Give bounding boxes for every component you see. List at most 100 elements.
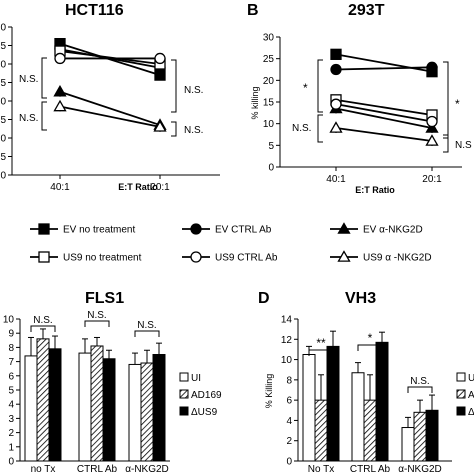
series-line-4: [335, 103, 433, 123]
bar: [314, 399, 328, 462]
bracket: [171, 59, 177, 113]
series-line-0: [59, 42, 161, 76]
data-point: [153, 120, 167, 132]
annotation: N.S.: [19, 113, 38, 124]
panel-d-vh3: D VH3 % Killing 0 2 4 6 8 10 12 14 No Tx CTRL Ab…: [258, 290, 474, 474]
annotation: N.S.: [33, 315, 52, 326]
y-tick-label: 10: [281, 355, 293, 366]
data-point: [330, 98, 342, 110]
legend-swatch: [456, 372, 466, 382]
x-tick-label: no Tx: [31, 464, 56, 474]
legend-label: EV α-NKG2D: [363, 225, 423, 236]
y-tick-label: 6: [8, 371, 14, 382]
data-point: [154, 52, 166, 65]
y-tick-label: 0: [268, 163, 274, 174]
data-point: [330, 48, 342, 60]
legend-label: US9 no treatment: [63, 253, 142, 264]
bar: [401, 427, 415, 462]
annotation: N.S.: [87, 310, 106, 321]
panel-b-xlabel: E:T Ratio: [355, 185, 395, 195]
panel-a-hct116: HCT116 0 5 0 5 0 5 0 5 0 40:1 20:1 N.S. N.S. N.S. N.…: [0, 2, 220, 193]
y-tick-label: 8: [8, 343, 14, 354]
y-tick-label: 0: [0, 60, 6, 71]
series-line-3: [59, 50, 161, 65]
y-tick-label: 5: [0, 115, 6, 126]
x-tick-label: 20:1: [150, 182, 170, 193]
panel-b-ylabel: % killing: [250, 86, 260, 119]
x-tick-label: 40:1: [50, 182, 70, 193]
panel-d-ylabel: % Killing: [264, 374, 274, 409]
data-point: [425, 121, 439, 133]
y-tick-label: 20: [263, 76, 275, 87]
annotation: *: [368, 331, 373, 345]
annotation: N.S.: [292, 123, 311, 134]
bracket: [41, 101, 47, 131]
annotation: *: [303, 81, 308, 95]
significance-bracket: [357, 344, 383, 351]
x-tick-label: CTRL Ab: [350, 464, 391, 474]
y-tick-label: 7: [8, 357, 14, 368]
annotation: N.S.: [184, 85, 203, 96]
legend-swatch: [179, 372, 189, 382]
panel-c-title: FLS1: [85, 290, 124, 307]
y-tick-label: 0: [286, 457, 292, 468]
series-line-3: [335, 98, 433, 116]
y-tick-label: 0: [0, 97, 6, 108]
series-line-2: [59, 90, 161, 126]
bar: [326, 345, 340, 462]
panel-c-fls1: FLS1 0 1 2 3 4 5 6 7 8 9 10 no Tx CTRL Ab α-NKG2D N.…: [3, 290, 222, 474]
series-line-2: [335, 107, 433, 129]
legend: EV no treatment EV CTRL Ab EV α-NKG2D US9 n…: [30, 222, 432, 264]
y-tick-label: 2: [8, 428, 14, 439]
bar: [140, 362, 154, 462]
data-point: [425, 134, 439, 146]
y-tick-label: 5: [0, 41, 6, 52]
data-point: [54, 52, 66, 65]
bracket: [317, 114, 323, 143]
y-tick-label: 6: [286, 396, 292, 407]
y-tick-label: 2: [286, 436, 292, 447]
annotation: N.S.: [184, 125, 203, 136]
x-tick-label: 40:1: [326, 174, 346, 185]
x-tick-label: 20:1: [422, 174, 442, 185]
bracket: [171, 121, 177, 137]
significance-bracket: [84, 320, 110, 327]
legend-marker: [337, 222, 351, 234]
x-tick-label: α-NKG2D: [125, 464, 169, 474]
significance-bracket: [308, 349, 334, 356]
bracket: [443, 134, 449, 153]
bar: [375, 341, 389, 462]
y-tick-label: 12: [281, 335, 293, 346]
legend-label: US9 α -NKG2D: [363, 253, 432, 264]
series-line-0: [335, 53, 433, 73]
y-tick-label: 0: [8, 457, 14, 468]
bar: [425, 409, 439, 462]
y-tick-label: 5: [268, 141, 274, 152]
annotation: *: [455, 97, 460, 111]
legend-marker: [190, 223, 202, 235]
bracket: [443, 61, 449, 139]
legend-label: US9 CTRL Ab: [215, 253, 278, 264]
legend-label: EV CTRL Ab: [215, 225, 272, 236]
series-line-5: [335, 127, 433, 142]
legend-marker: [190, 251, 202, 263]
y-tick-label: 3: [8, 414, 14, 425]
legend-swatch: [179, 406, 189, 416]
y-tick-label: 0: [0, 171, 6, 182]
legend-swatch: [179, 389, 189, 399]
significance-bracket: [134, 330, 160, 337]
annotation: N.S.: [19, 74, 38, 85]
bar: [36, 338, 50, 462]
y-tick-label: 10: [263, 119, 275, 130]
data-point: [330, 63, 342, 76]
data-point: [329, 121, 343, 133]
x-tick-label: CTRL Ab: [77, 464, 118, 474]
panel-b-293t: B 293T % killing 0 5 10 15 20 25 30 40:1 20:1 *…: [247, 2, 472, 195]
y-tick-label: 25: [263, 54, 275, 65]
panel-b-letter: B: [247, 2, 259, 19]
y-tick-label: 9: [8, 329, 14, 340]
bar: [363, 399, 377, 462]
y-tick-label: 10: [3, 315, 15, 326]
legend-label: ΔUS9: [191, 407, 218, 418]
legend-label: U: [468, 373, 474, 384]
